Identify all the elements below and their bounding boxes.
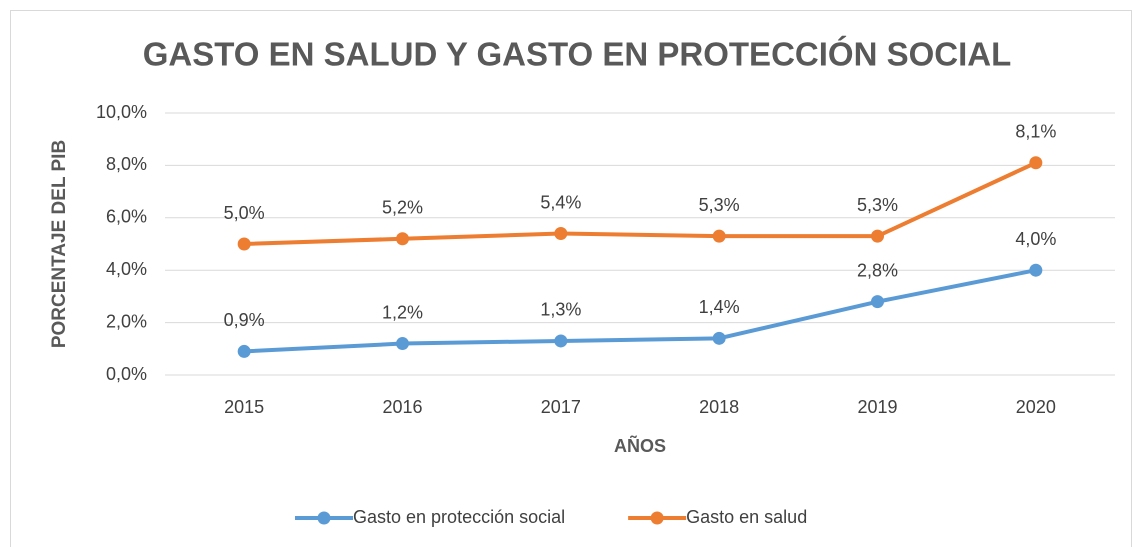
data-label: 5,3%: [699, 195, 740, 215]
y-tick-label: 8,0%: [106, 154, 147, 174]
x-tick-label: 2018: [699, 397, 739, 417]
y-tick-label: 0,0%: [106, 364, 147, 384]
point: [871, 229, 884, 243]
x-tick-label: 2020: [1016, 397, 1056, 417]
data-label: 8,1%: [1015, 122, 1056, 142]
data-label: 5,0%: [224, 203, 265, 223]
data-label: 5,3%: [857, 195, 898, 215]
data-label: 4,0%: [1015, 229, 1056, 249]
point: [554, 227, 568, 241]
legend-label: Gasto en protección social: [353, 507, 565, 527]
point: [712, 229, 726, 243]
series-line: [244, 268, 1037, 354]
point: [712, 331, 726, 345]
chart-frame: [10, 10, 1132, 547]
point: [871, 295, 884, 309]
x-tick-label: 2015: [224, 397, 264, 417]
legend-label: Gasto en salud: [686, 507, 807, 527]
point: [1029, 156, 1043, 170]
data-label: 0,9%: [224, 310, 265, 330]
data-label: 5,2%: [382, 198, 423, 218]
series-line: [244, 160, 1037, 246]
x-axis-label: AÑOS: [614, 435, 666, 456]
x-tick-label: 2019: [857, 397, 897, 417]
y-tick-label: 4,0%: [106, 259, 147, 279]
y-axis-label: PORCENTAJE DEL PIB: [49, 140, 70, 348]
x-tick-label: 2016: [382, 397, 422, 417]
y-tick-label: 10,0%: [96, 102, 147, 122]
point: [237, 344, 251, 358]
data-label: 2,8%: [857, 260, 898, 280]
point: [396, 232, 409, 246]
point: [1029, 263, 1043, 277]
y-tick-label: 6,0%: [106, 207, 147, 227]
y-tick-label: 2,0%: [106, 311, 147, 331]
point: [396, 337, 409, 351]
point: [237, 237, 251, 251]
data-label: 1,2%: [382, 302, 423, 322]
point: [554, 334, 568, 348]
legend-marker: [650, 511, 664, 525]
chart-title: GASTO EN SALUD Y GASTO EN PROTECCIÓN SOC…: [143, 36, 1012, 73]
x-tick-label: 2017: [541, 397, 581, 417]
data-label: 1,3%: [540, 300, 581, 320]
data-label: 1,4%: [699, 297, 740, 317]
data-label: 5,4%: [540, 192, 581, 212]
legend-marker: [317, 511, 331, 525]
